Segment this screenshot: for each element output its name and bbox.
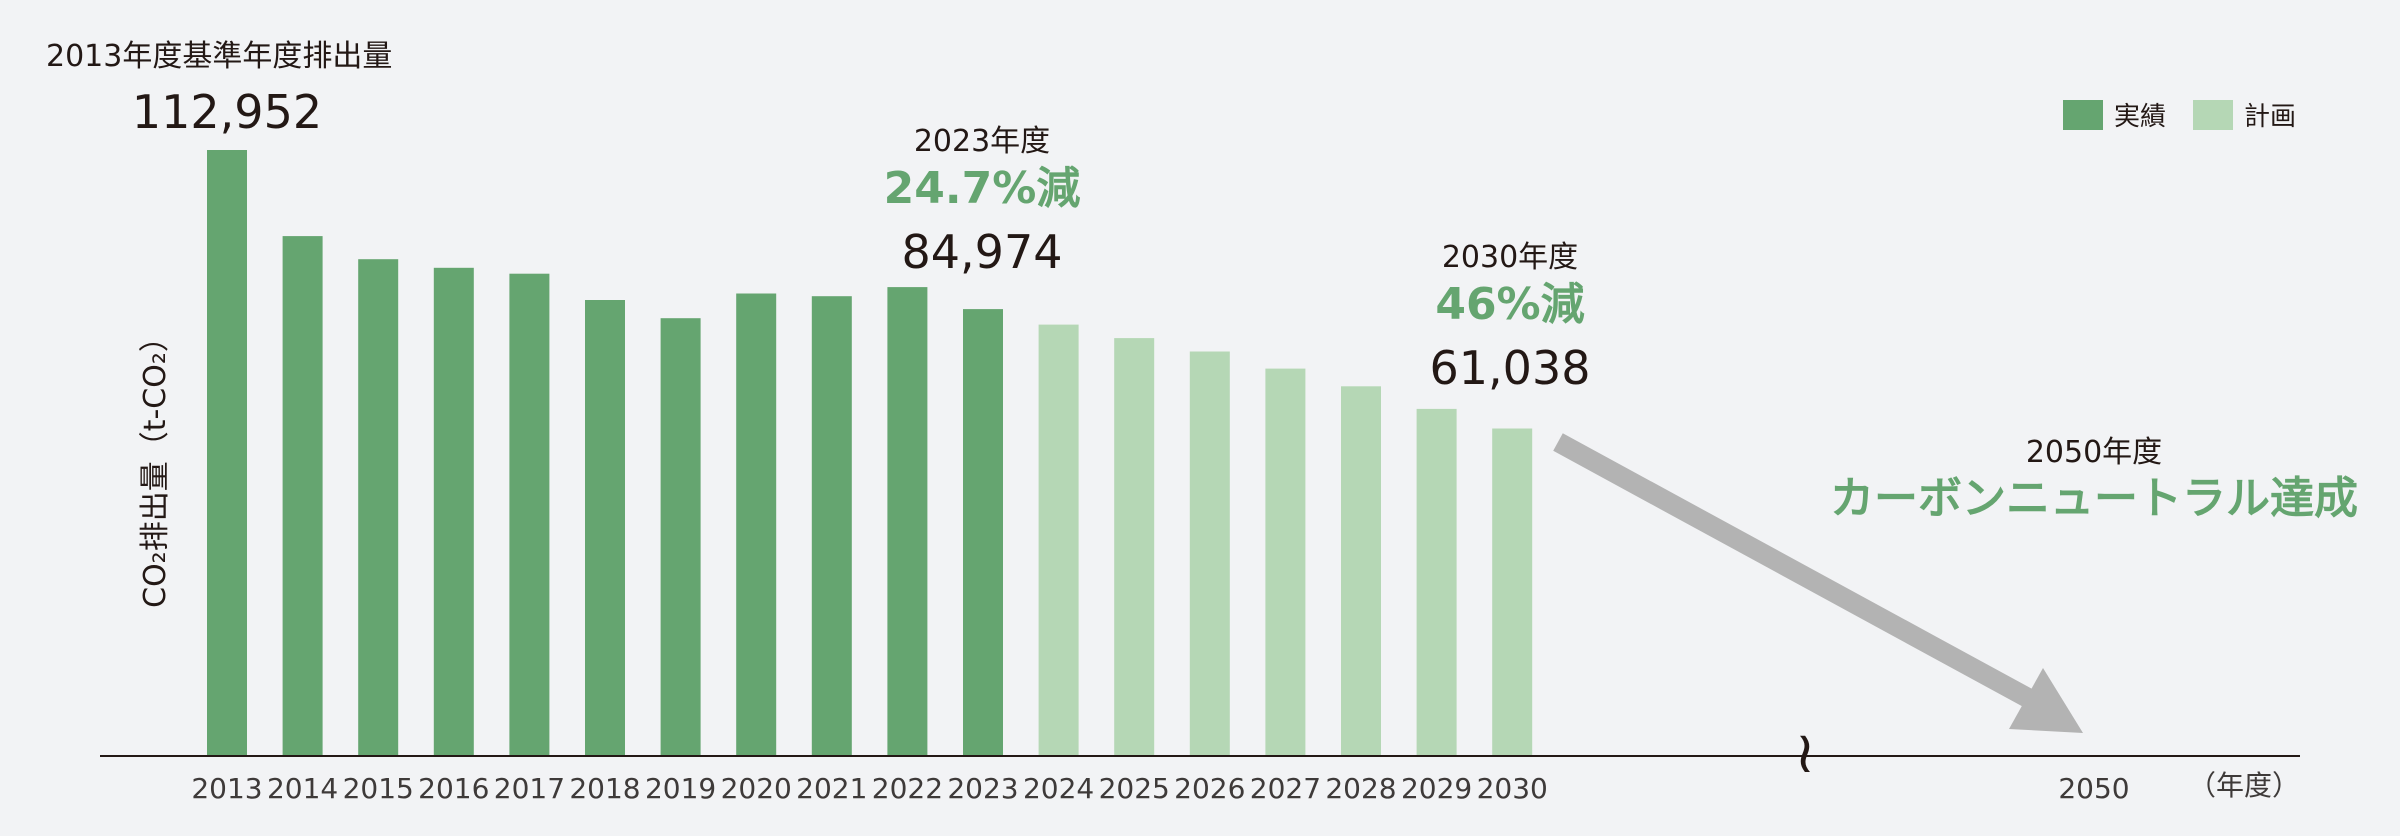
- bar-2030: [1492, 428, 1533, 756]
- y2050-title: 2050年度: [2026, 435, 2162, 470]
- x-tick-2028: 2028: [1325, 772, 1396, 805]
- x-tick-2024: 2024: [1023, 772, 1094, 805]
- y2023-title: 2023年度: [914, 124, 1050, 159]
- y2023-reduction: 24.7%減: [884, 163, 1081, 214]
- bar-2016: [433, 267, 474, 756]
- base-year-value: 112,952: [132, 85, 322, 139]
- x-tick-2030: 2030: [1477, 772, 1548, 805]
- x-tick-2013: 2013: [191, 772, 262, 805]
- x-axis-unit: （年度）: [2188, 769, 2300, 802]
- bar-2029: [1416, 408, 1457, 756]
- x-tick-2020: 2020: [721, 772, 792, 805]
- bar-2021: [811, 296, 852, 756]
- x-tick-2016: 2016: [418, 772, 489, 805]
- bar-2015: [358, 259, 399, 756]
- x-tick-2023: 2023: [947, 772, 1018, 805]
- base-year-title: 2013年度基準年度排出量: [46, 39, 392, 74]
- bar-2020: [736, 293, 777, 756]
- bar-2023: [963, 309, 1003, 756]
- bar-2013: [207, 150, 247, 756]
- bar-2024: [1038, 324, 1079, 756]
- x-tick-2015: 2015: [343, 772, 414, 805]
- y2023-value: 84,974: [902, 225, 1063, 279]
- trend-arrow-2050: [1553, 433, 2083, 733]
- x-tick-2017: 2017: [494, 772, 565, 805]
- y2030-value: 61,038: [1430, 341, 1591, 395]
- x-tick-labels: 2013 2014 2015 2016 2017 2018 2019 2020 2021 2022…: [191, 772, 2129, 805]
- legend-swatch-actual: [2063, 100, 2103, 130]
- x-tick-2026: 2026: [1174, 772, 1245, 805]
- legend: 実績 計画: [2063, 100, 2296, 132]
- bar-2028: [1341, 386, 1381, 756]
- bar-2019: [660, 318, 701, 756]
- bar-2026: [1189, 351, 1230, 756]
- legend-label-plan: 計画: [2244, 102, 2296, 132]
- bar-2022: [887, 287, 928, 756]
- x-tick-2014: 2014: [267, 772, 338, 805]
- bar-group: [207, 150, 1533, 757]
- y-axis-label: CO₂排出量（t-CO₂）: [138, 322, 173, 608]
- x-tick-2019: 2019: [645, 772, 716, 805]
- x-tick-2029: 2029: [1401, 772, 1472, 805]
- legend-label-actual: 実績: [2114, 102, 2166, 132]
- x-tick-2021: 2021: [796, 772, 867, 805]
- axis-break-symbol: ≀: [1794, 718, 1816, 786]
- bar-2018: [585, 300, 625, 756]
- x-tick-2027: 2027: [1250, 772, 1321, 805]
- bar-2027: [1265, 368, 1306, 756]
- bar-2025: [1114, 338, 1155, 756]
- x-tick-2022: 2022: [872, 772, 943, 805]
- bar-2017: [509, 273, 550, 756]
- bar-2014: [282, 236, 323, 757]
- legend-swatch-plan: [2193, 100, 2233, 130]
- y2050-goal: カーボンニュートラル達成: [1830, 473, 2358, 524]
- x-tick-2025: 2025: [1099, 772, 1170, 805]
- x-tick-2018: 2018: [569, 772, 640, 805]
- y2030-title: 2030年度: [1442, 240, 1578, 275]
- y2030-reduction: 46%減: [1435, 279, 1584, 330]
- x-tick-2050: 2050: [2058, 772, 2129, 805]
